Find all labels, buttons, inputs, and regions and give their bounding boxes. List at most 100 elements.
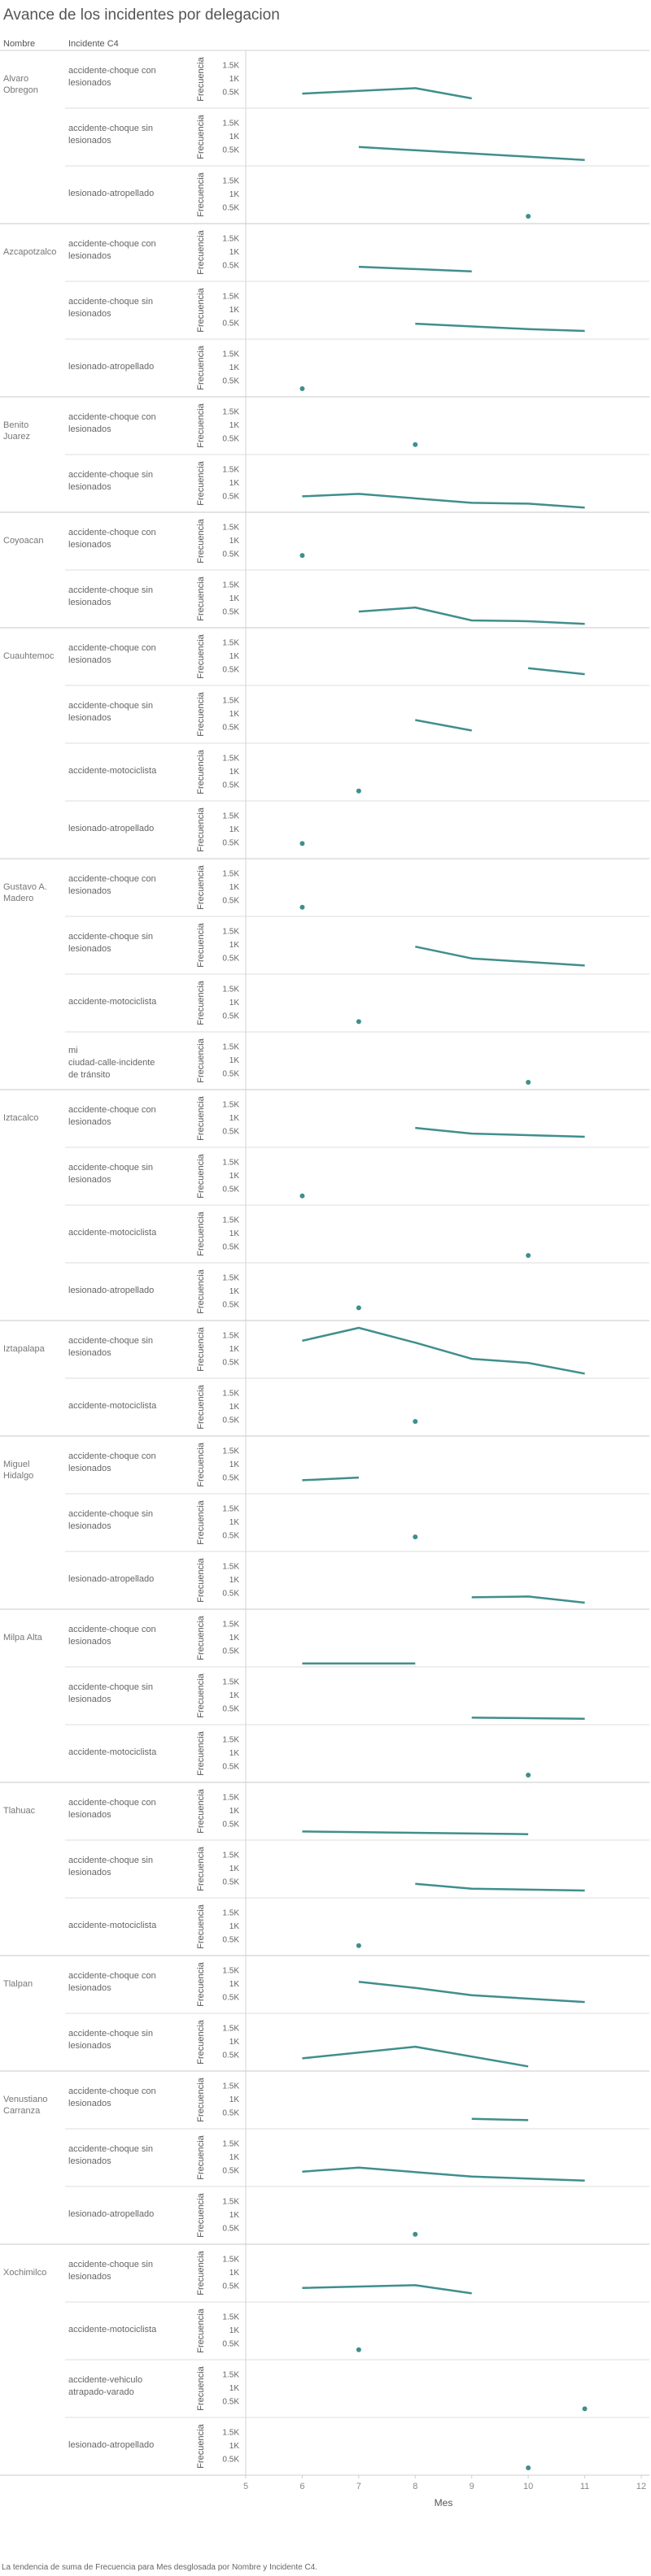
y-tick-label: 1K [229, 2038, 240, 2047]
y-axis-label: Frecuencia [196, 1038, 206, 1082]
y-tick-label: 1.5K [222, 523, 239, 532]
series-line [415, 1882, 585, 1892]
y-tick-label: 1K [229, 883, 240, 892]
group-name: Obregon [3, 85, 38, 95]
y-tick-label: 1K [229, 1980, 240, 1989]
incident-label: lesionados [68, 655, 111, 665]
y-tick-label: 0.5K [222, 1300, 239, 1309]
incident-label: lesionados [68, 136, 111, 146]
incident-label: lesionado-atropellado [68, 1574, 154, 1584]
y-tick-label: 1.5K [222, 2082, 239, 2091]
y-tick-label: 1K [229, 421, 240, 430]
incident-label: lesionado-atropellado [68, 362, 154, 372]
group-name: Azcapotzalco [3, 247, 56, 257]
y-tick-label: 1K [229, 1460, 240, 1469]
y-tick-label: 1.5K [222, 927, 239, 936]
y-tick-label: 1.5K [222, 2197, 239, 2206]
incident-label: accidente-choque sin [68, 932, 153, 942]
y-tick-label: 0.5K [222, 1589, 239, 1598]
incident-label: lesionado-atropellado [68, 2209, 154, 2219]
incident-label: accidente-choque sin [68, 1509, 153, 1519]
incident-label: accidente-choque sin [68, 2029, 153, 2039]
y-tick-label: 1K [229, 2326, 240, 2335]
incident-label: lesionados [68, 1983, 111, 1993]
y-tick-label: 0.5K [222, 1012, 239, 1020]
incident-label: accidente-choque con [68, 239, 156, 249]
y-tick-label: 1.5K [222, 1042, 239, 1051]
y-tick-label: 1.5K [222, 1100, 239, 1109]
y-tick-label: 1K [229, 2153, 240, 2162]
incident-label: accidente-motociclista [68, 1747, 157, 1757]
incident-label: lesionados [68, 1521, 111, 1531]
incident-label: lesionados [68, 1868, 111, 1878]
y-axis-label: Frecuencia [196, 2250, 206, 2295]
incident-label: lesionados [68, 1348, 111, 1358]
y-tick-label: 1K [229, 133, 240, 141]
y-tick-label: 1K [229, 941, 240, 950]
group-name: Hidalgo [3, 1471, 33, 1481]
y-axis-label: Frecuencia [196, 518, 206, 563]
y-axis-label: Frecuencia [196, 2019, 206, 2064]
group-name: Carranza [3, 2106, 41, 2116]
y-tick-label: 0.5K [222, 1704, 239, 1713]
y-axis-label: Frecuencia [196, 1499, 206, 1544]
incident-label: accidente-choque con [68, 1625, 156, 1634]
y-tick-label: 1K [229, 479, 240, 488]
y-axis-label: Frecuencia [196, 345, 206, 389]
y-axis-label: Frecuencia [196, 1557, 206, 1602]
series-line [302, 87, 472, 100]
x-tick-label: 6 [299, 2482, 304, 2491]
y-tick-label: 0.5K [222, 723, 239, 732]
y-axis-label: Frecuencia [196, 1095, 206, 1140]
y-axis-label: Frecuencia [196, 2134, 206, 2179]
group-name: Madero [3, 894, 33, 903]
y-tick-label: 0.5K [222, 1416, 239, 1425]
group-name: Iztapalapa [3, 1344, 46, 1354]
y-tick-label: 0.5K [222, 1358, 239, 1367]
y-tick-label: 1.5K [222, 2139, 239, 2148]
incident-label: lesionado-atropellado [68, 2440, 154, 2450]
y-tick-label: 1K [229, 1114, 240, 1123]
data-point [299, 1193, 305, 1199]
incident-label: lesionados [68, 78, 111, 88]
y-axis-label: Frecuencia [196, 1268, 206, 1313]
y-tick-label: 1.5K [222, 2428, 239, 2437]
y-tick-label: 1K [229, 2442, 240, 2451]
y-tick-label: 1K [229, 1749, 240, 1758]
y-tick-label: 1.5K [222, 1735, 239, 1744]
series-line [358, 1980, 585, 2004]
incident-label: accidente-choque con [68, 66, 156, 76]
y-axis-label: Frecuencia [196, 922, 206, 967]
y-axis-label: Frecuencia [196, 1846, 206, 1891]
x-tick-label: 5 [243, 2482, 248, 2491]
y-tick-label: 0.5K [222, 261, 239, 270]
data-point [413, 1419, 418, 1425]
y-axis-label: Frecuencia [196, 1326, 206, 1371]
group-name: Juarez [3, 432, 30, 442]
incident-label: accidente-vehiculo [68, 2375, 142, 2385]
incident-label: accidente-motociclista [68, 766, 157, 776]
y-axis-label: Frecuencia [196, 402, 206, 447]
y-tick-label: 1.5K [222, 2255, 239, 2264]
y-tick-label: 0.5K [222, 376, 239, 385]
y-tick-label: 1.5K [222, 1620, 239, 1629]
group-name: Cuauhtemoc [3, 651, 55, 661]
data-point [582, 2406, 588, 2412]
y-tick-label: 0.5K [222, 1127, 239, 1136]
y-axis-label: Frecuencia [196, 1442, 206, 1486]
series-line [302, 2166, 585, 2182]
y-tick-label: 0.5K [222, 2051, 239, 2060]
y-tick-label: 1.5K [222, 1966, 239, 1975]
y-tick-label: 0.5K [222, 203, 239, 212]
y-tick-label: 0.5K [222, 1647, 239, 1656]
incident-label: atrapado-varado [68, 2387, 134, 2397]
incident-label: lesionados [68, 1117, 111, 1127]
y-axis-label: Frecuencia [196, 576, 206, 620]
incident-label: accidente-motociclista [68, 1921, 157, 1930]
incident-label: accidente-choque sin [68, 297, 153, 307]
y-tick-label: 1.5K [222, 754, 239, 763]
series-line [471, 2117, 529, 2121]
series-line [302, 1476, 359, 1482]
group-name: Gustavo A. [3, 882, 47, 892]
y-tick-label: 1.5K [222, 350, 239, 359]
